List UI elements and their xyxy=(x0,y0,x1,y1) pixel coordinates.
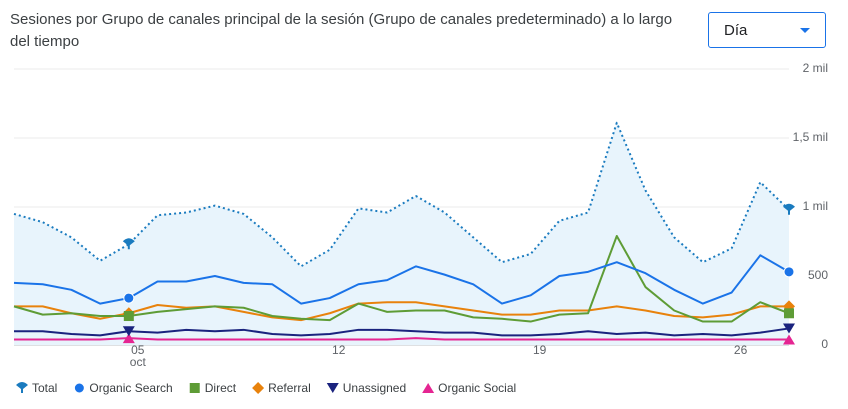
y-tick-label: 2 mil xyxy=(803,61,828,75)
series-line xyxy=(14,327,790,337)
legend-label: Referral xyxy=(268,381,311,395)
dropdown-label: Día xyxy=(724,22,748,39)
point-marker xyxy=(122,333,135,344)
area xyxy=(14,122,789,345)
point-marker xyxy=(422,383,435,393)
series-line xyxy=(14,337,789,341)
y-tick-label: 1,5 mil xyxy=(793,130,828,144)
legend-label: Unassigned xyxy=(343,381,406,395)
point-marker xyxy=(122,238,135,250)
dropdown-arrow xyxy=(800,28,810,33)
point-marker xyxy=(783,334,795,345)
series-line xyxy=(13,254,790,305)
y-tick-label: 1 mil xyxy=(803,199,828,213)
point-marker xyxy=(252,382,265,394)
legend-label: Organic Search xyxy=(89,381,172,395)
point-marker xyxy=(783,203,795,215)
x-sublabel: oct xyxy=(130,355,147,369)
legend: Total Organic Search Direct Referral Unassig… xyxy=(16,381,516,395)
legend-item: Organic Social xyxy=(422,381,516,395)
legend-item: Direct xyxy=(189,381,237,395)
x-tick-label: 26 xyxy=(734,343,748,357)
point-marker xyxy=(73,382,85,394)
x-tick-label: 05 xyxy=(131,343,145,357)
legend-label: Total xyxy=(32,381,57,395)
series-line xyxy=(13,234,790,323)
y-tick-label: 0 xyxy=(821,337,828,351)
point-marker xyxy=(123,292,135,304)
series-line xyxy=(14,301,789,322)
point-marker xyxy=(123,311,134,322)
chart-title: Sesiones por Grupo de canales principal … xyxy=(10,11,673,50)
point-marker xyxy=(784,308,794,319)
period-dropdown[interactable]: Día xyxy=(708,12,826,48)
legend-label: Direct xyxy=(205,381,237,395)
legend-label: Organic Social xyxy=(438,381,516,395)
point-marker xyxy=(783,266,795,278)
point-marker xyxy=(189,383,200,393)
x-tick-label: 19 xyxy=(533,343,547,357)
legend-item: Total xyxy=(16,381,57,395)
point-marker xyxy=(122,326,135,337)
point-marker xyxy=(783,323,795,334)
point-marker xyxy=(16,382,28,393)
legend-item: Referral xyxy=(252,381,311,395)
point-marker xyxy=(326,383,339,393)
legend-item: Organic Search xyxy=(73,381,173,395)
x-tick-label: 12 xyxy=(332,343,346,357)
y-tick-label: 500 xyxy=(808,268,828,282)
legend-item: Unassigned xyxy=(326,381,406,395)
